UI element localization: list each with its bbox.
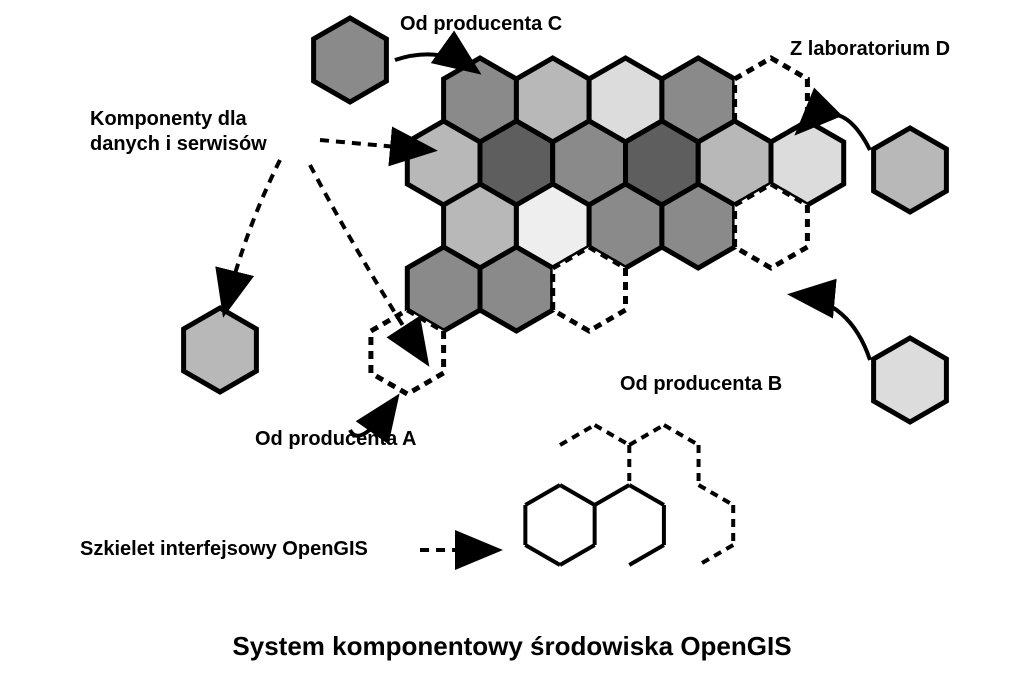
label-skeleton: Szkielet interfejsowy OpenGIS: [80, 538, 368, 560]
skeleton-hexes: [525, 425, 733, 565]
label-lab-d: Z laboratorium D: [790, 38, 950, 60]
label-producer-b: Od producenta B: [620, 373, 782, 395]
ext-c: [314, 18, 387, 102]
ext-d: [874, 128, 947, 212]
diagram-title: System komponentowy środowiska OpenGIS: [232, 631, 791, 661]
arr-b: [795, 295, 870, 360]
arr-comp3: [310, 165, 425, 360]
label-producer-a: Od producenta A: [255, 428, 416, 450]
ext-a: [184, 308, 257, 392]
label-components-line2: danych i serwisów: [90, 133, 267, 155]
hex-cluster: [371, 58, 844, 394]
label-producer-c: Od producenta C: [400, 13, 562, 35]
arr-comp2: [225, 160, 280, 310]
diagram-canvas: System komponentowy środowiska OpenGIS S…: [0, 0, 1024, 688]
label-components-line1: Komponenty dla: [90, 108, 248, 130]
ext-b: [874, 338, 947, 422]
